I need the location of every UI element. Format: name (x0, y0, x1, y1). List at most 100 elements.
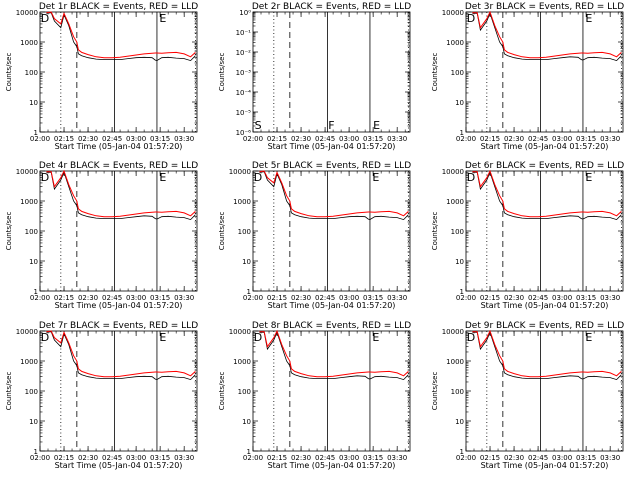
y-tick-label: 100 (451, 69, 464, 77)
panel-title: Det 4r BLACK = Events, RED = LLD (39, 161, 198, 171)
y-tick-label: 1 (460, 129, 464, 137)
marker-letter: E (585, 171, 592, 184)
y-tick-label: 10⁻⁵ (236, 109, 252, 117)
plot-frame (39, 170, 198, 292)
series-events-line (46, 331, 196, 381)
panel-title: Det 5r BLACK = Events, RED = LLD (252, 161, 411, 171)
y-tick-label: 10 (242, 258, 251, 266)
x-tick-label: 03:30 (174, 454, 194, 462)
x-tick-label: 02:15 (480, 454, 500, 462)
y-axis-label: Counts/sec (431, 53, 439, 92)
x-tick-label: 02:30 (291, 454, 311, 462)
y-tick-label: 10000 (442, 328, 464, 336)
x-tick-label: 02:30 (78, 454, 98, 462)
marker-letter: D (467, 331, 475, 344)
y-tick-label: 100 (238, 388, 251, 396)
plot-frame (465, 330, 624, 452)
panel-det-4r: Det 4r BLACK = Events, RED = LLD 1 10 100 10… (5, 161, 198, 310)
panel-title: Det 7r BLACK = Events, RED = LLD (39, 321, 198, 331)
marker-letter: D (41, 12, 49, 25)
y-tick-label: 100 (451, 228, 464, 236)
y-tick-label: 10000 (442, 168, 464, 176)
x-tick-label: 02:15 (267, 294, 287, 302)
marker-letter: E (373, 119, 380, 132)
x-axis-label: Start Time (05-Jan-04 01:57:20) (268, 301, 396, 310)
x-tick-label: 02:15 (480, 135, 500, 143)
x-tick-label: 02:15 (267, 454, 287, 462)
y-tick-label: 1 (34, 288, 38, 296)
plot-frame (252, 170, 411, 292)
x-tick-label: 02:45 (102, 135, 122, 143)
panel-det-8r: Det 8r BLACK = Events, RED = LLD 1 10 100 10… (218, 321, 411, 470)
y-tick-label: 10000 (229, 328, 251, 336)
x-tick-label: 02:00 (456, 135, 476, 143)
plot-frame (39, 330, 198, 452)
x-tick-label: 02:30 (78, 135, 98, 143)
y-tick-label: 100 (25, 228, 38, 236)
y-tick-label: 10 (29, 418, 38, 426)
x-tick-label: 03:00 (552, 135, 572, 143)
x-tick-label: 03:00 (552, 294, 572, 302)
plot-frame (252, 11, 411, 133)
y-tick-label: 10 (29, 258, 38, 266)
series-lld-line (259, 170, 409, 218)
x-tick-label: 03:00 (339, 294, 359, 302)
x-tick-label: 02:30 (504, 135, 524, 143)
x-tick-label: 03:30 (600, 135, 620, 143)
panel-title: Det 2r BLACK = Events, RED = LLD (252, 2, 411, 12)
marker-letter: E (159, 171, 166, 184)
series-lld-line (472, 10, 622, 59)
y-tick-label: 10 (29, 99, 38, 107)
x-tick-label: 02:30 (78, 294, 98, 302)
y-axis-label: Counts/sec (5, 372, 13, 411)
series-lld-line (472, 329, 622, 378)
y-tick-label: 10⁰ (239, 9, 251, 17)
x-tick-label: 03:30 (600, 294, 620, 302)
y-tick-label: 1000 (20, 39, 38, 47)
x-tick-label: 02:30 (504, 454, 524, 462)
panel-det-1r: Det 1r BLACK = Events, RED = LLD 1 10 100 10… (5, 2, 198, 151)
marker-letter: E (159, 12, 166, 25)
y-tick-label: 100 (25, 69, 38, 77)
series-events-line (472, 171, 622, 221)
marker-letter: D (254, 331, 262, 344)
marker-letter: D (41, 171, 49, 184)
y-axis-label: Counts/sec (218, 212, 226, 251)
x-tick-label: 03:15 (150, 294, 170, 302)
x-tick-label: 02:45 (528, 454, 548, 462)
x-tick-label: 02:15 (267, 135, 287, 143)
x-tick-label: 03:30 (174, 294, 194, 302)
series-lld-line (259, 329, 409, 378)
x-tick-label: 02:00 (30, 294, 50, 302)
x-tick-label: 02:45 (102, 294, 122, 302)
plot-frame (465, 11, 624, 133)
marker-letter: D (467, 12, 475, 25)
x-tick-label: 03:00 (339, 454, 359, 462)
y-axis-label: Counts/sec (5, 53, 13, 92)
y-tick-label: 100 (25, 388, 38, 396)
x-tick-label: 03:15 (150, 135, 170, 143)
y-axis-label: Counts/sec (218, 372, 226, 411)
x-tick-label: 03:00 (339, 135, 359, 143)
x-tick-label: 03:30 (387, 135, 407, 143)
y-tick-label: 1000 (233, 358, 251, 366)
y-tick-label: 10⁻³ (236, 69, 252, 77)
series-events-line (46, 12, 196, 62)
x-tick-label: 02:30 (504, 294, 524, 302)
series-lld-line (46, 11, 196, 59)
x-axis-label: Start Time (05-Jan-04 01:57:20) (55, 301, 183, 310)
y-tick-label: 10 (455, 99, 464, 107)
panel-title: Det 6r BLACK = Events, RED = LLD (465, 161, 624, 171)
x-tick-label: 03:15 (150, 454, 170, 462)
y-tick-label: 1000 (446, 39, 464, 47)
plot-frame (252, 330, 411, 452)
series-events-line (472, 331, 622, 381)
series-events-line (472, 12, 622, 62)
x-axis-label: Start Time (05-Jan-04 01:57:20) (481, 142, 609, 151)
marker-letter: E (372, 171, 379, 184)
x-tick-label: 03:00 (126, 454, 146, 462)
y-axis-label: Counts/sec (431, 372, 439, 411)
x-tick-label: 02:00 (456, 294, 476, 302)
